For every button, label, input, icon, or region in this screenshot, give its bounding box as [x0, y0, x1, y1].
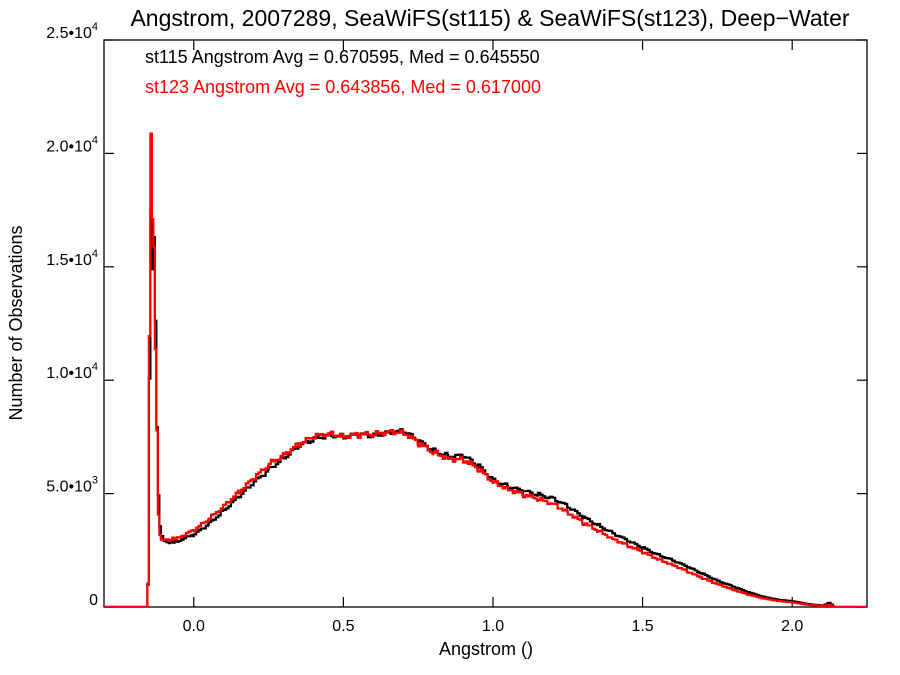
y-tick-mantissa: 2.5•10	[46, 25, 92, 42]
series-layer	[104, 132, 867, 607]
x-tick-label: 0.0	[183, 618, 205, 635]
series-line-st115	[104, 208, 867, 607]
y-tick-label: 2.0•104	[46, 134, 98, 155]
y-tick-mantissa: 1.5•10	[46, 252, 92, 269]
y-tick-mantissa: 2.0•10	[46, 138, 92, 155]
x-axis: 0.0 0.5 1.0 1.5 2.0	[183, 40, 803, 635]
y-tick-mantissa: 0	[89, 592, 98, 609]
y-tick-exponent: 4	[92, 134, 98, 146]
series-annotation-st123: st123 Angstrom Avg = 0.643856, Med = 0.6…	[145, 77, 541, 97]
x-tick-label: 1.0	[482, 618, 504, 635]
chart-title: Angstrom, 2007289, SeaWiFS(st115) & SeaW…	[130, 5, 849, 31]
series-line-st123	[104, 132, 867, 607]
y-tick-label: 5.0•103	[46, 475, 98, 496]
y-tick-exponent: 4	[92, 21, 98, 33]
x-tick-label: 0.5	[332, 618, 354, 635]
series-annotation-st115: st115 Angstrom Avg = 0.670595, Med = 0.6…	[145, 47, 540, 67]
x-axis-label: Angstrom ()	[439, 639, 533, 659]
y-tick-exponent: 3	[92, 475, 98, 487]
y-tick-label: 1.0•104	[46, 361, 98, 382]
x-tick-label: 1.5	[631, 618, 653, 635]
plot-frame	[103, 39, 868, 608]
y-tick-label: 1.5•104	[46, 248, 98, 269]
y-axis-label: Number of Observations	[6, 225, 26, 420]
y-tick-mantissa: 5.0•10	[46, 479, 92, 496]
y-tick-label: 2.5•104	[46, 21, 98, 42]
y-tick-exponent: 4	[92, 248, 98, 260]
y-tick-label: 0	[89, 592, 98, 609]
y-tick-mantissa: 1.0•10	[46, 365, 92, 382]
y-tick-exponent: 4	[92, 361, 98, 373]
x-tick-label: 2.0	[781, 618, 803, 635]
